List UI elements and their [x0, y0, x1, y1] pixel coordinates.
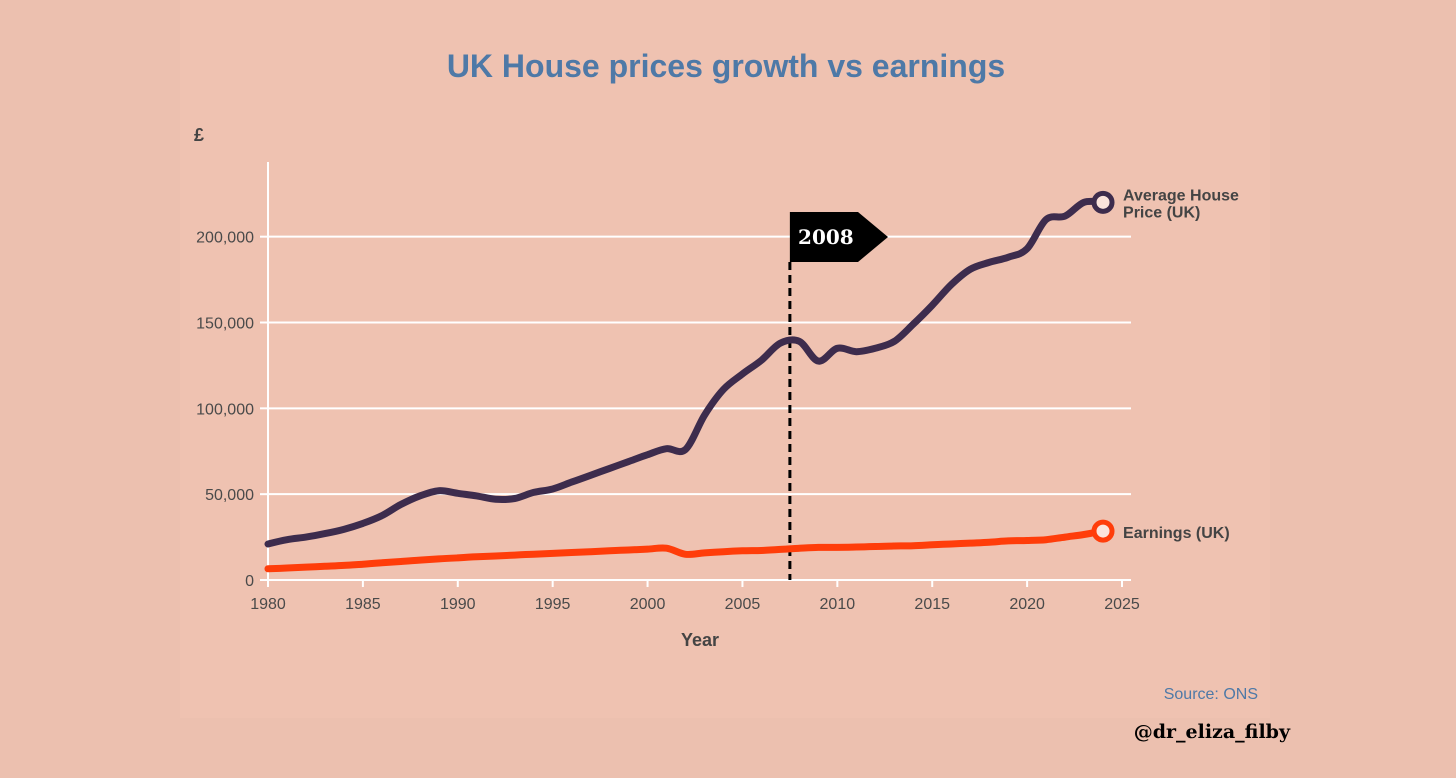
x-axis-label: Year [681, 630, 719, 650]
gridlines [268, 235, 1131, 496]
chart-panel [180, 0, 1270, 718]
x-tick-label-2020: 2020 [1009, 596, 1045, 613]
series-end-marker-earnings [1091, 519, 1115, 543]
y-tick-label-150000: 150,000 [196, 316, 254, 333]
x-tick-label-1980: 1980 [250, 596, 286, 613]
series-lines [264, 190, 1115, 573]
axes: 0 50,000 100,000 150,000 200,000 1980 1985 1990… [196, 162, 1140, 613]
y-tick-label-100000: 100,000 [196, 401, 254, 418]
series-line-earnings [264, 527, 1107, 573]
x-tick-label-2000: 2000 [630, 596, 666, 613]
x-tick-label-2025: 2025 [1104, 596, 1140, 613]
x-tick-label-1990: 1990 [440, 596, 476, 613]
x-tick-label-1985: 1985 [345, 596, 381, 613]
y-tick-label-50000: 50,000 [205, 487, 254, 504]
chart-title: UK House prices growth vs earnings [447, 48, 1005, 84]
series-label-earnings-line-0: Earnings (UK) [1123, 525, 1230, 542]
x-tick-label-2015: 2015 [914, 596, 950, 613]
annotation-flag-2008 [789, 212, 888, 262]
y-tick-label-0: 0 [245, 573, 254, 590]
series-label-house-price-line-1: Price (UK) [1123, 204, 1200, 221]
series-end-marker-house-price [1091, 190, 1115, 214]
y-tick-label-200000: 200,000 [196, 230, 254, 247]
y-unit-label: £ [194, 125, 204, 145]
x-tick-label-1995: 1995 [535, 596, 571, 613]
x-tick-label-2005: 2005 [725, 596, 761, 613]
series-label-house-price-line-0: Average House [1123, 187, 1239, 204]
x-tick-label-2010: 2010 [820, 596, 856, 613]
source-note: Source: ONS [1164, 686, 1258, 703]
author-handle: @dr_eliza_filby [1134, 721, 1291, 743]
annotation-label-2008: 2008 [798, 225, 854, 249]
series-line-house-price [264, 197, 1107, 548]
annotation-2008: 2008 [788, 212, 888, 580]
